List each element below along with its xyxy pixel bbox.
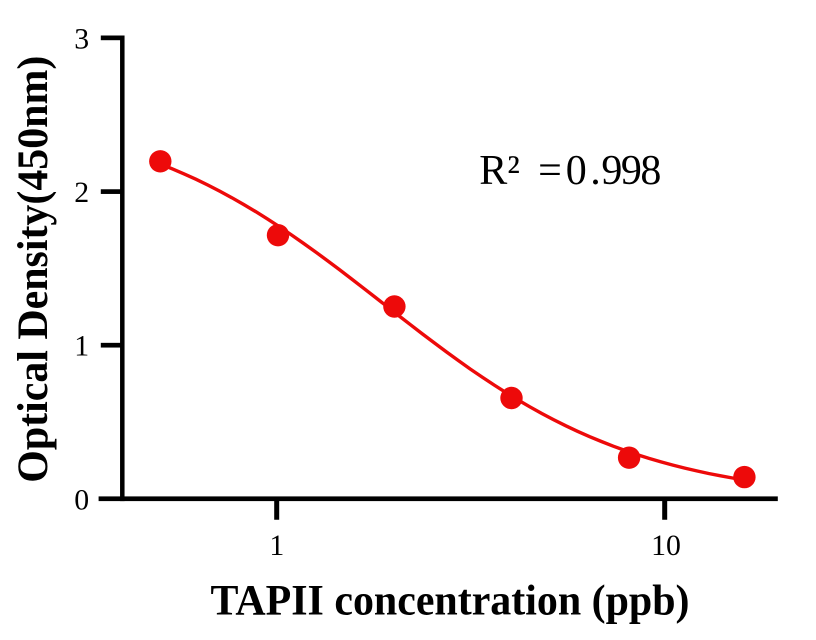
svg-text:1: 1: [74, 330, 89, 363]
svg-text:0: 0: [566, 148, 587, 194]
svg-text:=: =: [538, 148, 562, 194]
svg-text:R²: R²: [479, 148, 520, 194]
svg-text:10: 10: [651, 529, 681, 562]
svg-text:3: 3: [74, 22, 89, 55]
svg-text:0: 0: [74, 483, 89, 516]
svg-text:.: .: [590, 148, 601, 194]
svg-text:Optical Density(450nm): Optical Density(450nm): [10, 56, 57, 483]
svg-text:998: 998: [601, 148, 660, 194]
svg-text:TAPII concentration (ppb): TAPII concentration (ppb): [211, 577, 690, 624]
svg-text:1: 1: [269, 529, 284, 562]
svg-text:2: 2: [74, 176, 89, 209]
